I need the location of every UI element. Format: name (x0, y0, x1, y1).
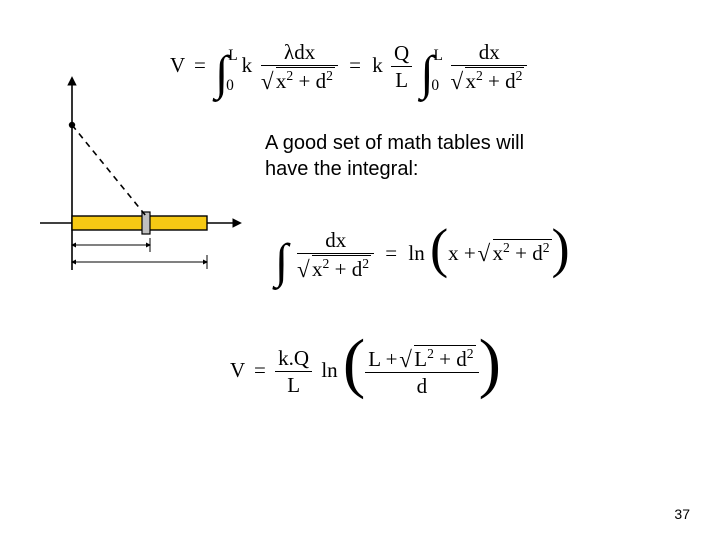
eq1-V: V (170, 53, 185, 77)
diagram-svg (32, 70, 252, 290)
eq1-frac-2: dx x2 + d2 (451, 40, 528, 94)
eq1-x-2: x (465, 69, 476, 93)
eq3-lparen: ( (343, 325, 365, 400)
page-number: 37 (674, 506, 690, 522)
body-line-2: have the integral: (265, 156, 524, 182)
eq1-frac-1: λdx x2 + d2 (261, 40, 338, 94)
eq1-lambda: λ (284, 40, 294, 64)
eq1-d2-1: 2 (326, 68, 333, 83)
body-line-1: A good set of math tables will (265, 130, 524, 156)
eq2-frac: dx x2 + d2 (297, 228, 374, 282)
eq1-x2: 2 (286, 68, 293, 83)
eq3-rad-d: d (456, 347, 467, 371)
eq2-d2-1: 2 (362, 256, 369, 271)
eq2-arg-d2: 2 (543, 240, 550, 255)
eq2-plus-3: + (515, 241, 527, 265)
equation-1: V = ∫L0 k λdx x2 + d2 = k Q L ∫L0 dx x2 … (170, 40, 527, 94)
eq1-x: x (276, 69, 287, 93)
eq1-plus-1: + (299, 69, 311, 93)
eq1-dx-2: dx (451, 40, 528, 66)
equation-2: ∫ dx x2 + d2 = ln (x + x2 + d2) (275, 228, 570, 282)
eq1-equals-2: = (349, 53, 361, 77)
eq1-k-2: k (372, 53, 383, 77)
eq3-num-L: L (368, 347, 380, 371)
eq3-L-den: L (275, 373, 312, 398)
eq2-integral: ∫ (275, 245, 288, 279)
eq3-k: k. (278, 346, 294, 370)
eq3-bigfrac: L + L2 + d2 d (365, 345, 478, 399)
eq3-plus-2: + (439, 347, 451, 371)
eq2-plus-1: + (335, 257, 347, 281)
eq2-d-1: d (352, 257, 363, 281)
eq3-L2: 2 (427, 346, 434, 361)
eq1-integral-1: ∫L0 (215, 57, 228, 91)
eq3-kQL: k.Q L (275, 346, 312, 398)
eq2-lparen: ( (430, 217, 448, 278)
eq1-d2-2: 2 (516, 68, 523, 83)
eq1-int1-upper: L (228, 51, 237, 62)
eq1-equals-1: = (194, 53, 206, 77)
eq2-x: x (312, 257, 323, 281)
eq3-radL: L (414, 347, 427, 371)
eq1-int2-upper: L (434, 51, 443, 62)
eq2-rparen: ) (552, 217, 570, 278)
eq3-equals: = (254, 358, 266, 382)
eq1-d-2: d (505, 69, 516, 93)
eq2-ln: ln (408, 241, 424, 265)
eq1-Q: Q (391, 41, 412, 67)
eq1-int1-lower: 0 (226, 81, 234, 92)
eq1-L: L (391, 68, 412, 93)
eq2-dx: dx (297, 228, 374, 254)
eq3-rad-d2: 2 (467, 346, 474, 361)
eq3-Q: Q (294, 346, 309, 370)
eq1-integral-2: ∫L0 (420, 57, 433, 91)
eq2-arg-x2: 2 (503, 240, 510, 255)
eq1-int2-lower: 0 (431, 81, 439, 92)
eq1-d-1: d (316, 69, 327, 93)
eq3-V: V (230, 358, 245, 382)
equation-3: V = k.Q L ln ( L + L2 + d2 d ) (230, 345, 501, 399)
eq3-den-d: d (365, 374, 478, 399)
eq3-rparen: ) (479, 325, 501, 400)
eq1-x2-2: 2 (476, 68, 483, 83)
eq1-dx-1: dx (294, 40, 315, 64)
eq2-arg-x2x: x (493, 241, 504, 265)
eq1-QL: Q L (391, 41, 412, 93)
eq1-plus-2: + (488, 69, 500, 93)
eq3-plus-1: + (386, 347, 398, 371)
diagram-figure (32, 70, 252, 290)
body-text: A good set of math tables will have the … (265, 130, 524, 182)
eq2-arg-d: d (532, 241, 543, 265)
eq2-equals: = (385, 241, 397, 265)
eq2-arg-x: x (448, 241, 459, 265)
eq1-k-1: k (242, 53, 253, 77)
eq3-ln: ln (321, 358, 337, 382)
eq2-plus-2: + (464, 241, 476, 265)
eq2-x2: 2 (323, 256, 330, 271)
